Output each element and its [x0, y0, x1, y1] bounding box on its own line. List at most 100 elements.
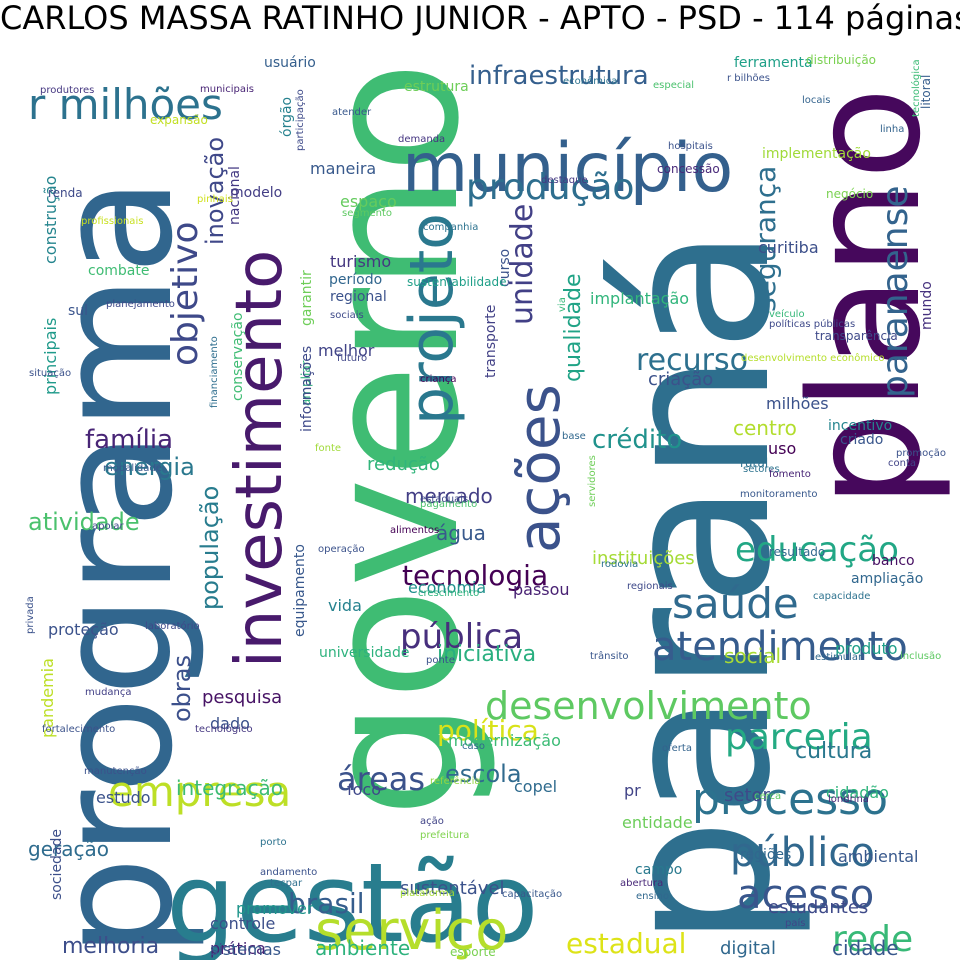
word-produto: produto: [835, 639, 898, 658]
word-segmento: segmento: [342, 208, 392, 219]
word-via: via: [557, 297, 568, 312]
word-sistemas: sistemas: [210, 940, 281, 959]
word-infraestrutura: infraestrutura: [469, 61, 649, 91]
word-estadual: estadual: [566, 927, 687, 960]
word-mudanca: mudança: [85, 687, 132, 698]
word-gestao: gestão: [166, 839, 539, 960]
word-passou: passou: [513, 580, 570, 599]
word-pagamento: pagamento: [420, 499, 478, 510]
word-universidade: universidade: [319, 645, 410, 661]
word-estaduais: estaduais: [420, 494, 469, 505]
word-hospitais: hospitais: [668, 141, 713, 152]
word-geracao: geração: [28, 837, 109, 861]
word-estimular: estimular: [815, 652, 863, 663]
word-implementacao: implementação: [762, 146, 871, 162]
word-maneira: maneira: [310, 159, 377, 178]
word-fomento: fomento: [769, 469, 811, 480]
word-regional: regional: [330, 289, 387, 305]
word-cultura: cultura: [795, 739, 873, 764]
word-prefeitura: prefeitura: [420, 830, 470, 841]
word-operacao: operação: [318, 544, 365, 555]
word-estudantes: estudantes: [768, 897, 869, 918]
word-modernizacao: modernização: [448, 731, 561, 750]
word-atender: atender: [332, 107, 372, 118]
word-situacao: situação: [29, 368, 72, 379]
word-resultado: resultado: [769, 545, 826, 559]
word-iniciativa: iniciativa: [437, 642, 537, 667]
word-criado: criado: [840, 432, 884, 448]
word-rede: rede: [832, 919, 914, 960]
word-controle: controle: [210, 914, 276, 933]
word-manutencao: manutenção: [84, 766, 147, 777]
word-sociedade: sociedade: [49, 828, 65, 900]
word-demanda: demanda: [398, 134, 446, 145]
word-sociais: sociais: [330, 310, 364, 321]
word-social: social: [724, 644, 782, 668]
word-vida: vida: [328, 596, 362, 615]
word-transparencia: transparência: [815, 329, 898, 343]
page-title: CARLOS MASSA RATINHO JUNIOR - APTO - PSD…: [0, 0, 960, 37]
word-melhoria: melhoria: [62, 934, 160, 959]
word-abertura: abertura: [620, 878, 664, 889]
word-monitoramento: monitoramento: [740, 489, 818, 500]
word-r-bilhoes: r bilhões: [727, 73, 771, 84]
word-pesquisa: pesquisa: [202, 687, 283, 708]
word-negocio: negócio: [826, 187, 874, 201]
word-obras: obras: [168, 655, 196, 722]
word-municipio: município: [402, 129, 734, 208]
word-brasil: brasil: [288, 887, 365, 920]
word-acao: ação: [420, 816, 444, 827]
word-protecao: proteção: [48, 620, 119, 639]
word-ampliacao: ampliação: [851, 571, 924, 587]
word-sul: sul: [68, 303, 89, 319]
word-dado: dado: [210, 714, 250, 733]
word-foco: foco: [347, 780, 382, 799]
word-referencia: referência: [430, 776, 481, 787]
word-saude: saúde: [672, 579, 799, 628]
word-financiamento: financiamento: [209, 336, 220, 408]
word-acoes: ações: [505, 384, 573, 553]
word-turismo: turismo: [330, 252, 392, 271]
word-mercado: mercado: [405, 484, 493, 508]
word-campo: campo: [635, 862, 683, 878]
word-distribuicao: distribuição: [806, 53, 877, 67]
word-orgao: órgão: [279, 96, 295, 137]
word-expansao: expansão: [150, 113, 208, 127]
word-credito: crédito: [592, 425, 683, 455]
word-desenvolvimento-economico: desenvolvimento econômico: [741, 353, 885, 364]
word-pratica: prática: [210, 939, 266, 958]
word-informacoes: informações: [299, 345, 315, 432]
word-planejamento: planejamento: [106, 299, 175, 310]
word-inclusao: inclusão: [900, 651, 942, 662]
word-sustentabilidade: sustentabilidade: [407, 275, 507, 289]
word-concessao: concessão: [657, 162, 720, 176]
word-principais: principais: [41, 317, 60, 395]
word-servico: serviço: [315, 899, 509, 960]
word-areas: áreas: [337, 760, 426, 798]
word-paranaense: paranaense: [875, 185, 916, 398]
word-educacao: educação: [735, 530, 899, 570]
word-promocao: promoção: [896, 448, 946, 459]
word-populacao: população: [196, 485, 224, 610]
word-melhor: melhor: [318, 341, 375, 360]
word-ponte: ponte: [426, 655, 455, 666]
word-espaco: espaço: [340, 192, 397, 211]
word-familia: família: [85, 425, 174, 455]
word-fortalecimento: fortalecimento: [42, 724, 116, 735]
word-desenvolvimento: desenvolvimento: [485, 684, 812, 728]
word-objetivo: objetivo: [165, 221, 206, 366]
word-politica: política: [437, 714, 539, 747]
word-tecpar: tecpar: [270, 878, 303, 889]
word-atividade: atividade: [28, 508, 140, 536]
word-sustentavel: sustentável: [400, 878, 505, 899]
word-promover: promover: [236, 899, 314, 918]
word-veiculo: veículo: [769, 309, 805, 320]
word-publica: pública: [400, 617, 524, 657]
word-especial: especial: [653, 80, 695, 91]
word-andamento: andamento: [260, 867, 318, 878]
word-escola: escola: [445, 760, 522, 788]
word-londrina: londrina: [828, 794, 869, 805]
word-garantir: garantir: [299, 270, 315, 326]
word-modelo: modelo: [230, 185, 283, 201]
